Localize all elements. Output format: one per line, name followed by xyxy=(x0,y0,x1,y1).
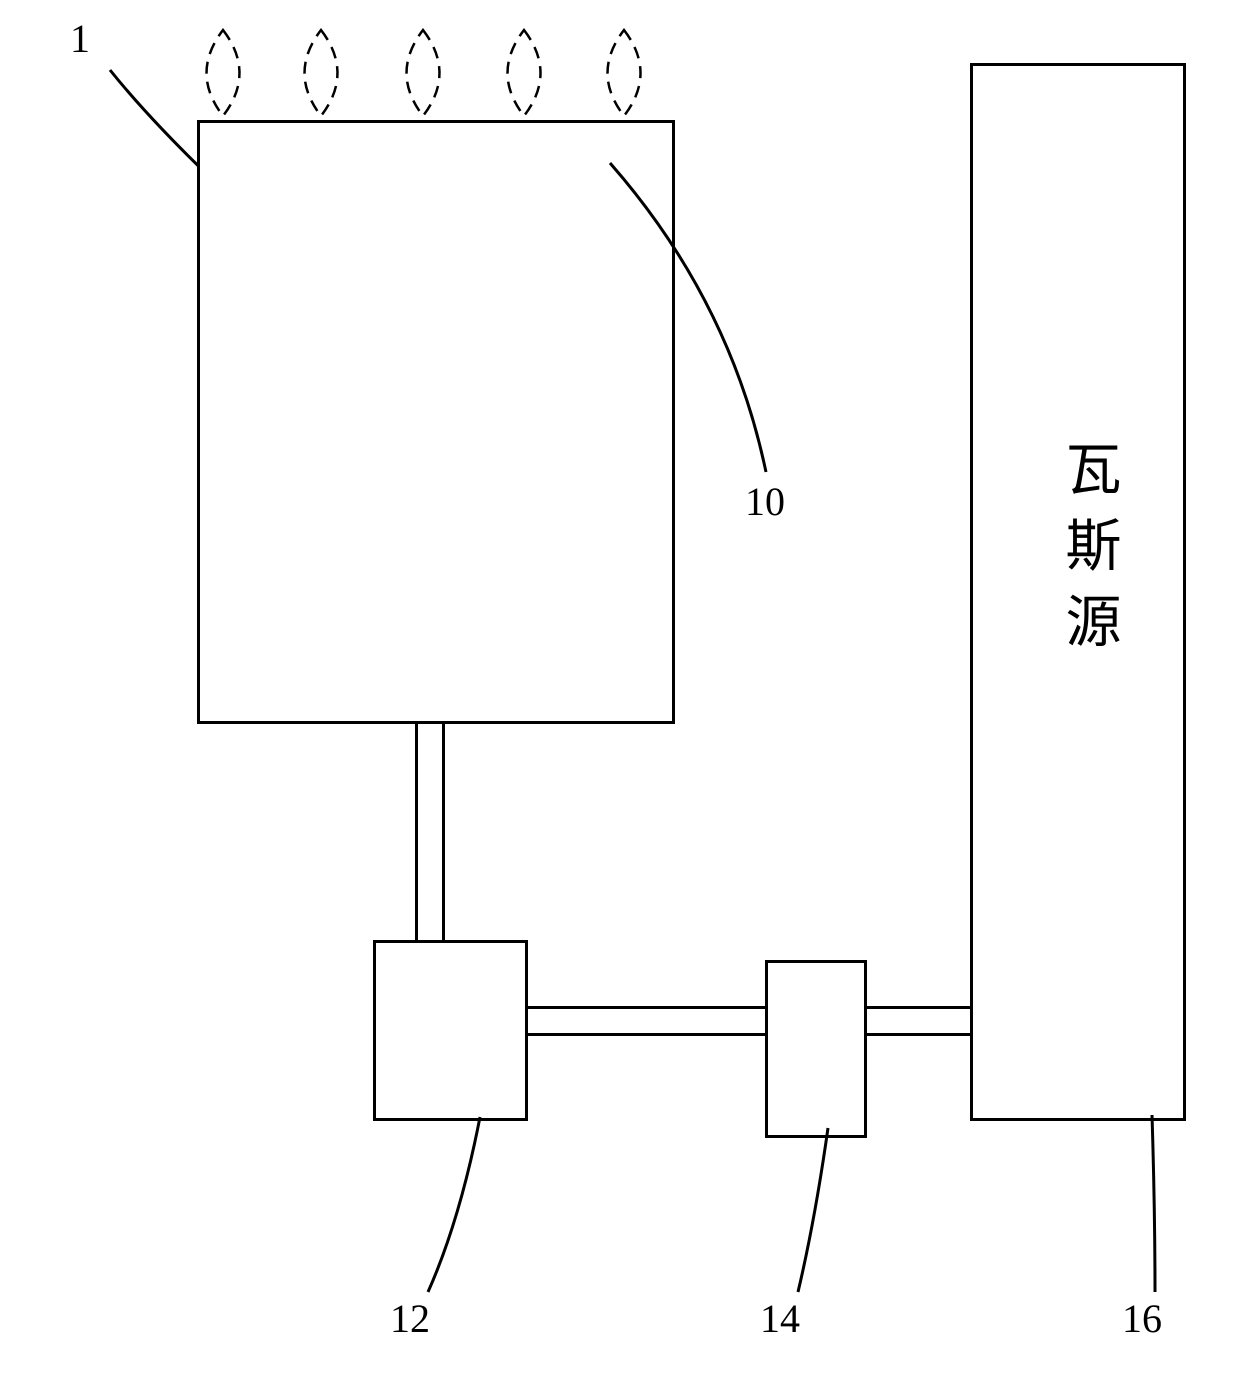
label-16: 16 xyxy=(1122,1295,1162,1342)
lead-line-16 xyxy=(0,0,1240,1320)
diagram-canvas: 1 10 12 14 瓦斯源 16 xyxy=(0,0,1240,1385)
